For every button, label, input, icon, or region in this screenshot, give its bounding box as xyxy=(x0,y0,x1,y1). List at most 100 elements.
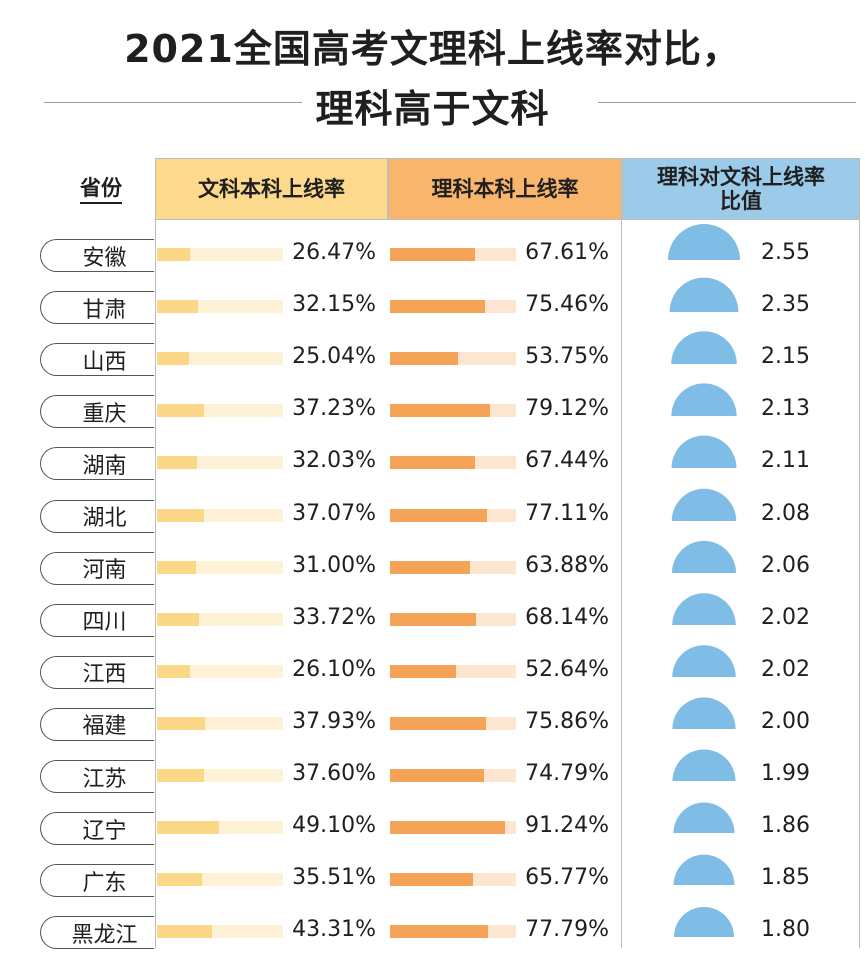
arts-bar xyxy=(157,560,197,574)
arts-bar-track xyxy=(157,612,283,626)
science-bar xyxy=(390,612,476,626)
arts-value-label: 49.10% xyxy=(292,813,376,839)
table-row: 福建 37.93% 75.86% 2.00 xyxy=(0,697,865,760)
ratio-value-label: 1.86 xyxy=(761,813,810,839)
arts-value-label: 32.15% xyxy=(292,292,376,318)
ratio-dome-icon xyxy=(673,854,735,886)
arts-value-label: 37.93% xyxy=(292,708,376,734)
arts-bar xyxy=(157,248,191,261)
science-value-label: 63.88% xyxy=(525,552,609,578)
province-label: 湖北 xyxy=(40,499,154,533)
arts-value-label: 37.60% xyxy=(292,761,376,786)
arts-bar xyxy=(157,612,200,626)
province-label: 福建 xyxy=(40,707,154,741)
ratio-dome-shape xyxy=(671,435,737,469)
ratio-dome-shape xyxy=(671,331,737,365)
ratio-value-label: 2.08 xyxy=(761,500,810,526)
ratio-header-line2: 比值 xyxy=(720,189,762,213)
ratio-dome-shape xyxy=(673,854,735,886)
arts-rate-header: 文科本科上线率 xyxy=(155,158,388,220)
science-bar xyxy=(390,769,485,782)
ratio-header: 理科对文科上线率 比值 xyxy=(622,158,860,220)
ratio-dome-icon xyxy=(672,645,736,677)
ratio-dome-shape xyxy=(671,488,737,521)
science-value-label: 65.77% xyxy=(525,865,609,891)
science-bar xyxy=(390,508,488,522)
table-row: 山西 25.04% 53.75% 2.15 xyxy=(0,331,865,395)
ratio-dome-icon xyxy=(671,435,737,469)
science-bar-track xyxy=(390,664,516,678)
ratio-dome-icon xyxy=(671,383,737,417)
ratio-dome-shape xyxy=(668,224,740,260)
science-bar-track xyxy=(390,404,516,418)
science-bar xyxy=(390,821,505,835)
science-bar xyxy=(390,404,490,418)
arts-column-frame xyxy=(155,158,389,948)
ratio-dome-shape xyxy=(672,749,736,781)
province-header: 省份 xyxy=(60,172,142,204)
arts-bar xyxy=(157,300,198,314)
province-label: 江西 xyxy=(40,655,154,689)
arts-bar-track xyxy=(157,664,283,678)
science-value-label: 67.61% xyxy=(525,240,609,265)
arts-bar-track xyxy=(157,456,283,470)
ratio-dome-icon xyxy=(669,277,739,313)
table-row: 湖北 37.07% 77.11% 2.08 xyxy=(0,488,865,552)
science-bar-track xyxy=(390,508,516,522)
province-label: 山西 xyxy=(40,343,154,377)
science-bar xyxy=(390,352,458,366)
province-label: 黑龙江 xyxy=(40,916,154,950)
science-bar xyxy=(390,456,475,470)
science-value-label: 53.75% xyxy=(525,344,609,370)
science-bar-track xyxy=(390,352,516,366)
science-value-label: 67.44% xyxy=(525,448,609,474)
arts-value-label: 37.23% xyxy=(292,396,376,422)
arts-bar-track xyxy=(157,925,283,939)
science-bar-track xyxy=(390,612,516,626)
ratio-dome-shape xyxy=(671,540,737,573)
ratio-dome-shape xyxy=(672,645,736,677)
province-label: 甘肃 xyxy=(40,291,154,325)
science-rate-header: 理科本科上线率 xyxy=(388,158,622,220)
province-label: 河南 xyxy=(40,551,154,585)
science-bar-track xyxy=(390,248,516,261)
ratio-value-label: 2.11 xyxy=(761,448,810,474)
arts-bar xyxy=(157,925,212,939)
province-label: 安徽 xyxy=(40,239,154,272)
arts-bar xyxy=(157,664,190,678)
arts-bar xyxy=(157,508,204,522)
science-bar-track xyxy=(390,925,516,939)
arts-value-label: 37.07% xyxy=(292,500,376,526)
science-column-frame xyxy=(388,158,622,948)
table-row: 江西 26.10% 52.64% 2.02 xyxy=(0,645,865,708)
science-bar xyxy=(390,560,471,574)
arts-bar-track xyxy=(157,508,283,522)
arts-value-label: 32.03% xyxy=(292,448,376,474)
table-row: 黑龙江 43.31% 77.79% 1.80 xyxy=(0,907,865,968)
ratio-column-frame xyxy=(622,158,860,948)
table-row: 辽宁 49.10% 91.24% 1.86 xyxy=(0,802,865,864)
ratio-value-label: 2.15 xyxy=(761,344,810,370)
ratio-dome-shape xyxy=(672,697,736,729)
province-label: 广东 xyxy=(40,864,154,898)
ratio-value-label: 2.00 xyxy=(761,708,810,734)
ratio-dome-shape xyxy=(671,383,737,417)
arts-bar-track xyxy=(157,352,283,366)
ratio-value-label: 2.02 xyxy=(761,604,810,630)
table-row: 甘肃 32.15% 75.46% 2.35 xyxy=(0,277,865,343)
arts-value-label: 26.10% xyxy=(292,656,376,682)
arts-bar-track xyxy=(157,560,283,574)
province-label: 四川 xyxy=(40,603,154,637)
table-row: 重庆 37.23% 79.12% 2.13 xyxy=(0,383,865,447)
arts-value-label: 25.04% xyxy=(292,344,376,370)
arts-bar-track xyxy=(157,873,283,887)
province-label: 江苏 xyxy=(40,760,154,793)
arts-bar xyxy=(157,769,205,782)
ratio-dome-icon xyxy=(671,540,737,573)
arts-bar xyxy=(157,404,204,418)
arts-bar xyxy=(157,456,198,470)
ratio-value-label: 2.13 xyxy=(761,396,810,422)
arts-bar xyxy=(157,821,219,835)
arts-bar-track xyxy=(157,300,283,314)
ratio-dome-icon xyxy=(672,749,736,781)
